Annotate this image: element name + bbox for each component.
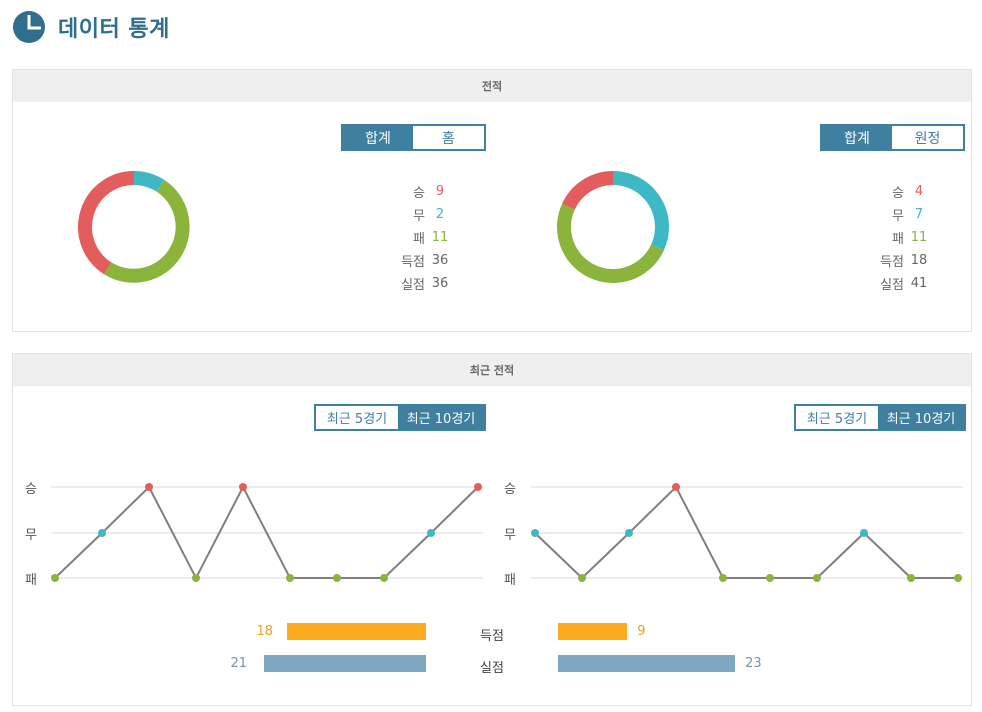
result-point-lose (51, 574, 59, 582)
stat-label: 승 (892, 186, 904, 201)
right-goals-value: 9 (637, 624, 646, 639)
stat-label: 무 (892, 209, 904, 224)
left-donut-chart (78, 171, 190, 283)
stat-value: 41 (910, 276, 928, 291)
right-conceded-bar (558, 655, 736, 672)
goals-label: 득점 (480, 629, 504, 644)
donut-slice-lose (557, 203, 664, 283)
stat-value: 7 (914, 207, 924, 222)
recent-panel: 최근 전적 최근 5경기 최근 10경기 최근 5경기 최근 10경기 승 무 … (12, 353, 972, 706)
stat-row: 득점 18 (864, 249, 934, 272)
result-point-lose (907, 574, 915, 582)
pie-chart-icon (13, 11, 45, 43)
result-point-draw (427, 529, 435, 537)
result-point-draw (625, 529, 633, 537)
stat-value: 11 (431, 230, 449, 245)
page-title: 데이터 통계 (58, 17, 170, 42)
stat-value: 36 (431, 276, 449, 291)
stat-row: 실점 36 (385, 272, 455, 295)
tab-away[interactable]: 원정 (892, 126, 963, 149)
left-recent-line-chart (51, 483, 483, 582)
result-point-lose (286, 574, 294, 582)
record-panel: 전적 합계 홈 승 9 무 2 패 11 득점 36 실점 36 합계 원정 승 4 무 7 패 11 득점 1… (12, 69, 972, 332)
right-conceded-value: 23 (745, 656, 762, 671)
left-goals-value: 18 (256, 624, 273, 639)
tab-recent-10-left[interactable]: 최근 10경기 (398, 406, 484, 429)
stat-label: 패 (892, 232, 904, 247)
recent-section-title: 최근 전적 (13, 354, 971, 386)
tab-total-left[interactable]: 합계 (343, 126, 413, 149)
right-record-toggle: 합계 원정 (820, 124, 965, 151)
right-donut-chart (557, 171, 669, 283)
result-point-lose (192, 574, 200, 582)
result-point-lose (766, 574, 774, 582)
result-point-lose (380, 574, 388, 582)
stat-value: 2 (435, 207, 445, 222)
result-point-lose (813, 574, 821, 582)
left-record-toggle: 합계 홈 (341, 124, 486, 151)
result-point-lose (333, 574, 341, 582)
left-y-label-win: 승 (25, 482, 37, 497)
left-goals-bar (287, 623, 426, 640)
result-point-win (145, 483, 153, 491)
record-section-title: 전적 (13, 70, 971, 102)
right-y-label-lose: 패 (504, 573, 516, 588)
right-y-label-draw: 무 (504, 528, 516, 543)
tab-recent-5-left[interactable]: 최근 5경기 (316, 406, 398, 429)
result-point-lose (578, 574, 586, 582)
result-point-lose (719, 574, 727, 582)
tab-recent-5-right[interactable]: 최근 5경기 (796, 406, 878, 429)
left-recent-toggle: 최근 5경기 최근 10경기 (314, 404, 486, 431)
stat-label: 실점 (401, 278, 425, 293)
stat-row: 실점 41 (864, 272, 934, 295)
page-header: 데이터 통계 (12, 8, 170, 46)
stat-label: 득점 (401, 255, 425, 270)
result-point-draw (531, 529, 539, 537)
tab-total-right[interactable]: 합계 (822, 126, 892, 149)
right-recent-line-chart (531, 483, 963, 582)
stat-value: 9 (435, 184, 445, 199)
conceded-label: 실점 (480, 661, 504, 676)
result-point-lose (954, 574, 962, 582)
left-stats-list: 승 9 무 2 패 11 득점 36 실점 36 (385, 180, 455, 295)
stat-row: 득점 36 (385, 249, 455, 272)
result-point-draw (98, 529, 106, 537)
stat-row: 패 11 (864, 226, 934, 249)
right-goals-bar (558, 623, 628, 640)
left-y-label-draw: 무 (25, 528, 37, 543)
left-conceded-value: 21 (230, 656, 247, 671)
right-stats-list: 승 4 무 7 패 11 득점 18 실점 41 (864, 180, 934, 295)
stat-value: 36 (431, 253, 449, 268)
right-recent-toggle: 최근 5경기 최근 10경기 (794, 404, 966, 431)
tab-home[interactable]: 홈 (413, 126, 484, 149)
donut-slice-win (562, 171, 614, 210)
donut-slice-draw (133, 171, 165, 192)
result-line (534, 485, 958, 580)
left-conceded-bar (264, 655, 426, 672)
result-point-win (474, 483, 482, 491)
right-y-label-win: 승 (504, 482, 516, 497)
stat-label: 무 (413, 209, 425, 224)
stat-value: 18 (910, 253, 928, 268)
stat-label: 승 (413, 186, 425, 201)
result-point-draw (860, 529, 868, 537)
left-y-label-lose: 패 (25, 573, 37, 588)
stat-label: 득점 (880, 255, 904, 270)
tab-recent-10-right[interactable]: 최근 10경기 (878, 406, 964, 429)
result-point-win (239, 483, 247, 491)
result-line (54, 484, 479, 581)
stat-label: 패 (413, 232, 425, 247)
donut-slice-win (78, 171, 135, 275)
stat-label: 실점 (880, 278, 904, 293)
stat-row: 패 11 (385, 226, 455, 249)
donut-slice-draw (612, 171, 669, 251)
stat-value: 4 (914, 184, 924, 199)
donut-slice-lose (103, 179, 190, 283)
stat-value: 11 (910, 230, 928, 245)
result-point-win (672, 483, 680, 491)
